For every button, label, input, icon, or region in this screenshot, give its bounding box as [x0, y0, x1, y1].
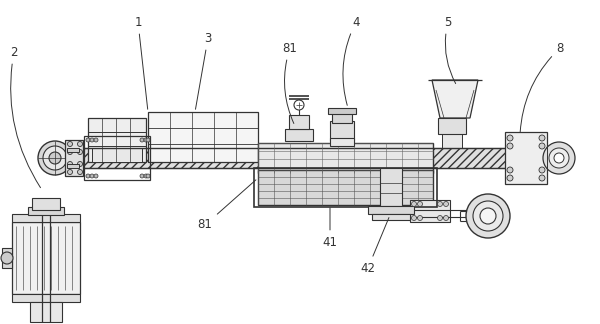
Circle shape: [443, 215, 449, 221]
Text: 5: 5: [445, 16, 455, 84]
Circle shape: [140, 138, 144, 142]
Bar: [67, 164, 79, 168]
Bar: [12, 294, 80, 302]
Polygon shape: [432, 80, 478, 118]
Circle shape: [77, 142, 83, 146]
Circle shape: [466, 194, 510, 238]
Text: 41: 41: [323, 208, 337, 249]
Circle shape: [539, 167, 545, 173]
Circle shape: [554, 153, 564, 163]
Circle shape: [412, 202, 416, 206]
Circle shape: [1, 252, 13, 264]
Circle shape: [549, 148, 569, 168]
Bar: [372, 214, 410, 220]
Circle shape: [67, 161, 73, 167]
Circle shape: [539, 143, 545, 149]
Circle shape: [418, 202, 422, 206]
Circle shape: [77, 149, 83, 155]
Bar: [254, 168, 437, 207]
Text: 1: 1: [134, 16, 148, 109]
Bar: [72, 148, 540, 168]
Circle shape: [77, 161, 83, 167]
Circle shape: [146, 174, 150, 178]
Circle shape: [543, 142, 575, 174]
Circle shape: [507, 143, 513, 149]
Circle shape: [539, 175, 545, 181]
Circle shape: [507, 175, 513, 181]
Circle shape: [443, 202, 449, 206]
Ellipse shape: [43, 146, 67, 170]
Bar: [32, 198, 60, 210]
Bar: [65, 140, 83, 176]
Circle shape: [480, 208, 496, 224]
Bar: [289, 115, 309, 129]
Bar: [148, 112, 258, 162]
Circle shape: [144, 138, 148, 142]
Text: 81: 81: [283, 41, 298, 123]
Bar: [330, 138, 354, 146]
Bar: [67, 148, 79, 152]
Bar: [442, 134, 462, 148]
Circle shape: [67, 169, 73, 175]
Bar: [28, 207, 64, 215]
Circle shape: [473, 201, 503, 231]
Bar: [258, 143, 433, 173]
Text: 3: 3: [196, 31, 212, 109]
Circle shape: [94, 138, 98, 142]
Bar: [148, 148, 258, 162]
Text: 81: 81: [197, 180, 256, 232]
Circle shape: [94, 174, 98, 178]
Bar: [88, 118, 146, 162]
Ellipse shape: [49, 152, 61, 164]
Circle shape: [294, 100, 304, 110]
Circle shape: [140, 174, 144, 178]
Circle shape: [86, 174, 90, 178]
Bar: [410, 200, 450, 222]
Bar: [84, 136, 150, 180]
Circle shape: [507, 135, 513, 141]
Ellipse shape: [38, 141, 72, 175]
Circle shape: [437, 202, 443, 206]
Bar: [330, 121, 354, 141]
Circle shape: [437, 215, 443, 221]
Bar: [368, 206, 414, 214]
Circle shape: [144, 174, 148, 178]
Bar: [258, 170, 433, 205]
Text: 2: 2: [10, 45, 40, 188]
Bar: [285, 129, 313, 141]
Circle shape: [77, 169, 83, 175]
Text: 4: 4: [343, 16, 360, 105]
Bar: [92, 148, 142, 162]
Circle shape: [90, 138, 94, 142]
Bar: [505, 132, 547, 184]
Circle shape: [539, 135, 545, 141]
Bar: [2, 248, 12, 268]
Bar: [332, 113, 352, 123]
Text: 42: 42: [361, 217, 389, 274]
Bar: [328, 108, 356, 114]
Bar: [438, 118, 466, 134]
Circle shape: [90, 174, 94, 178]
Bar: [380, 168, 402, 206]
Circle shape: [146, 138, 150, 142]
Circle shape: [412, 215, 416, 221]
Circle shape: [67, 142, 73, 146]
Circle shape: [507, 167, 513, 173]
Circle shape: [418, 215, 422, 221]
Text: 8: 8: [520, 41, 563, 132]
Bar: [30, 302, 62, 322]
Bar: [12, 214, 80, 222]
Bar: [12, 222, 80, 294]
Circle shape: [67, 149, 73, 155]
Circle shape: [86, 138, 90, 142]
